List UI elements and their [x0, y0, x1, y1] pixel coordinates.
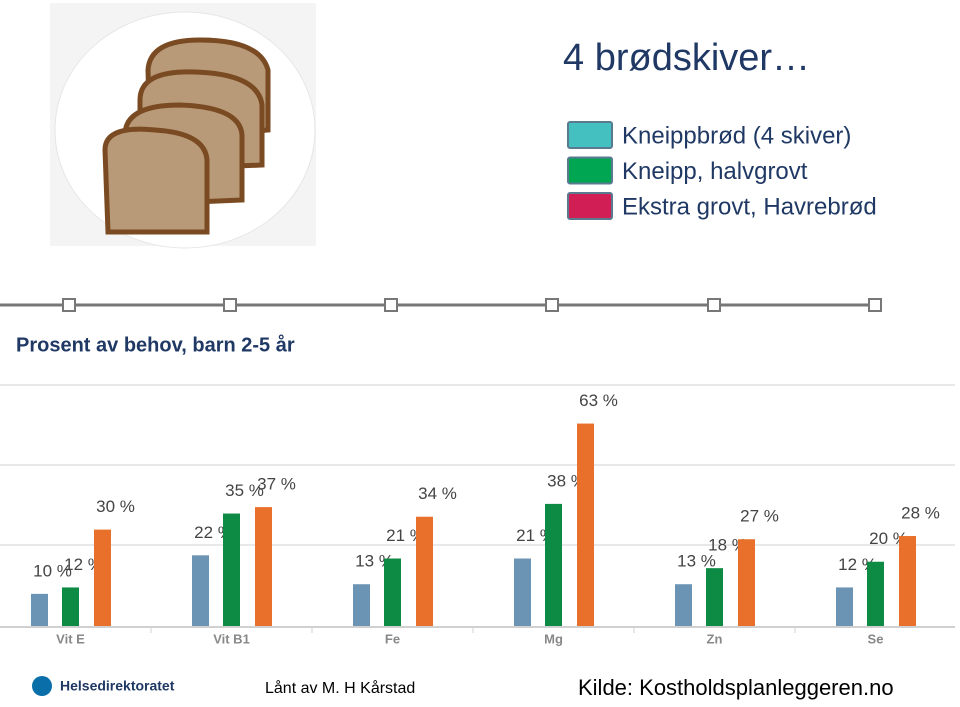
legend-swatch — [567, 192, 613, 220]
legend-swatch — [567, 121, 613, 149]
legend-swatch — [567, 156, 613, 185]
gridlines — [0, 384, 955, 546]
data-label: 20 % — [869, 529, 908, 548]
bar — [192, 555, 209, 626]
x-tick-label: Vit E — [56, 631, 85, 646]
credit: Lånt av M. H Kårstad — [265, 679, 415, 697]
data-label: 30 % — [96, 497, 135, 516]
bar — [545, 503, 562, 626]
bar — [62, 587, 79, 626]
bar — [706, 568, 723, 626]
bar — [255, 507, 272, 626]
slide-title: 4 brødskiver… — [563, 37, 810, 79]
logo-text: Helsedirektoratet — [60, 678, 175, 694]
data-label: 37 % — [257, 475, 296, 494]
bar — [416, 516, 433, 626]
bar — [31, 593, 48, 626]
x-tick-label: Mg — [544, 631, 563, 646]
x-tick-label: Vit B1 — [213, 631, 250, 646]
data-label: 63 % — [579, 391, 618, 410]
data-label: 21 % — [386, 526, 425, 545]
bar — [738, 539, 755, 626]
legend: Kneippbrød (4 skiver) Kneipp, halvgrovt Ek… — [567, 121, 877, 220]
bar — [514, 558, 531, 626]
legend-label: Kneipp, halvgrovt — [622, 158, 808, 185]
bar — [577, 423, 594, 626]
timeline — [0, 298, 882, 312]
bar — [836, 587, 853, 626]
source: Kilde: Kostholdsplanleggeren.no — [578, 675, 894, 700]
bar — [353, 584, 370, 626]
data-label: 28 % — [901, 504, 940, 523]
legend-label: Ekstra grovt, Havrebrød — [622, 193, 877, 220]
x-tick-label: Se — [868, 631, 884, 646]
data-label: 34 % — [418, 484, 457, 503]
data-label: 27 % — [740, 507, 779, 526]
data-label: 38 % — [547, 471, 586, 490]
bar — [94, 529, 111, 626]
data-label: 10 % — [33, 561, 72, 580]
x-tick-label: Zn — [707, 631, 723, 646]
data-label: 18 % — [708, 536, 747, 555]
bar — [223, 513, 240, 626]
bar — [867, 561, 884, 626]
bar — [899, 536, 916, 626]
chart-title: Prosent av behov, barn 2-5 år — [16, 333, 295, 356]
data-label: 13 % — [677, 552, 716, 571]
data-label: 12 % — [64, 555, 103, 574]
bread-photo — [50, 3, 316, 249]
x-tick-label: Fe — [385, 631, 400, 646]
bar — [384, 558, 401, 626]
bar — [675, 584, 692, 626]
logo: Helsedirektoratet — [32, 676, 175, 696]
legend-label: Kneippbrød (4 skiver) — [622, 122, 851, 149]
data-label: 35 % — [225, 481, 264, 500]
